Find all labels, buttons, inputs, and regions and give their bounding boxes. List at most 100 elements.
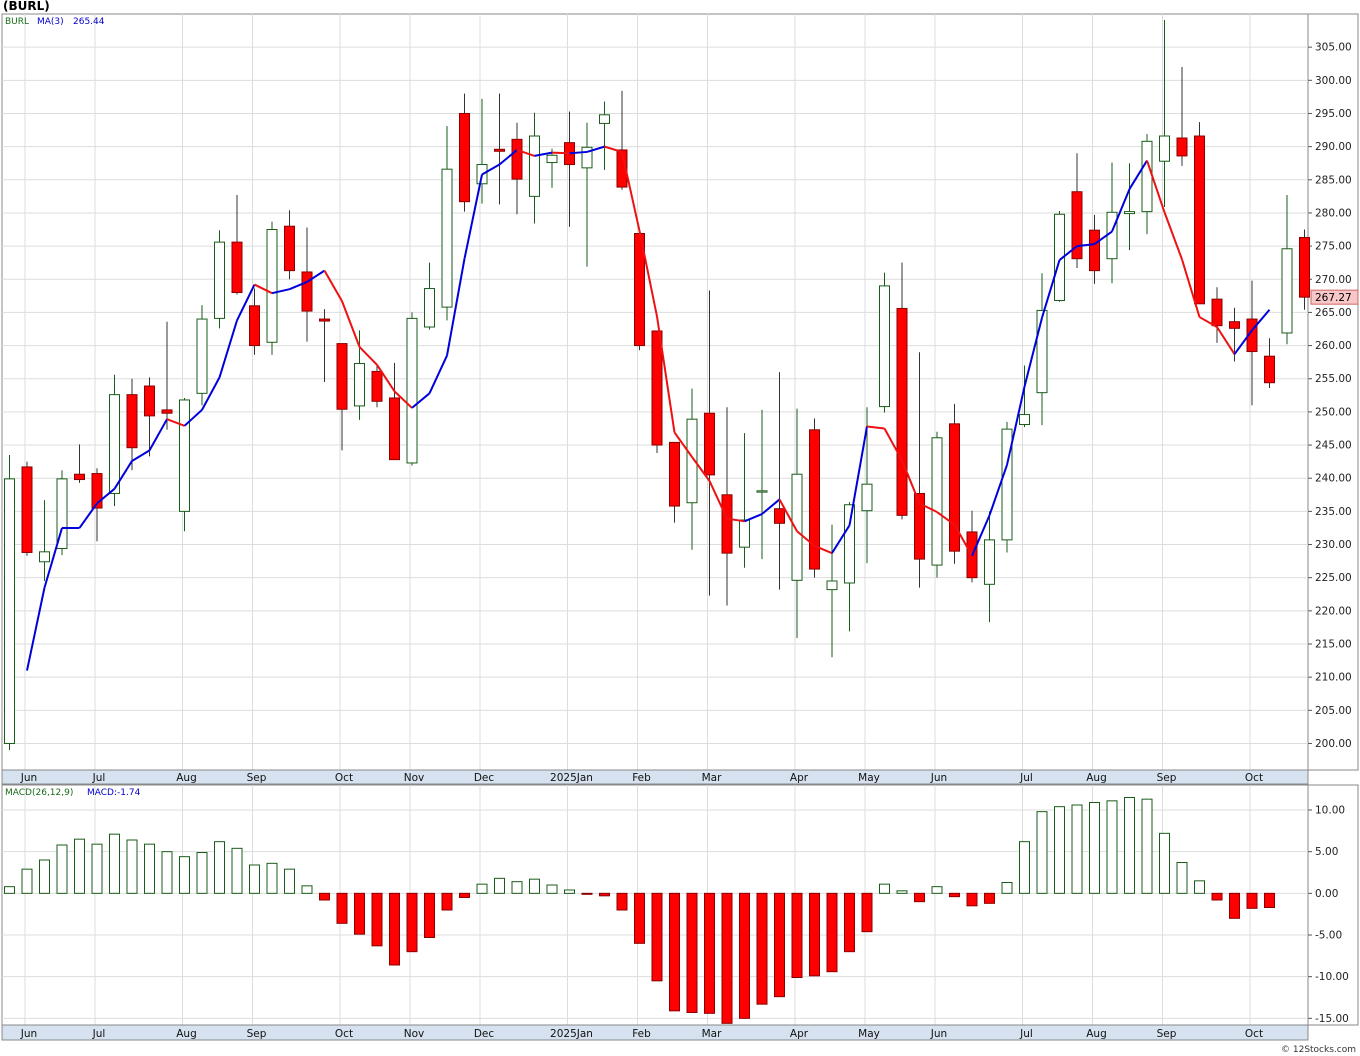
- price-tick-label: 215.00: [1315, 639, 1352, 651]
- candle-body: [494, 148, 505, 152]
- candle-body: [91, 473, 103, 509]
- macd-bar: [966, 892, 978, 907]
- price-tick-label: 235.00: [1315, 506, 1352, 518]
- macd-bar: [756, 892, 768, 1005]
- candle-body: [1299, 236, 1310, 298]
- ma3-segment: [551, 151, 570, 155]
- ma3-segment: [883, 427, 903, 461]
- legend-macd-label: MACD(26,12,9): [5, 788, 73, 798]
- ma3-segment: [744, 513, 763, 523]
- macd-bar: [1229, 892, 1240, 919]
- macd-bar: [354, 892, 365, 935]
- ma3-segment: [1163, 211, 1183, 260]
- macd-bar: [774, 892, 785, 998]
- ma3-segment: [481, 163, 500, 176]
- candle-body: [301, 271, 313, 312]
- macd-bar: [196, 852, 208, 894]
- ma3-segment: [796, 530, 816, 547]
- macd-bar: [424, 892, 435, 938]
- macd-bar: [4, 886, 15, 894]
- ma3-segment: [376, 364, 396, 392]
- candle-body: [144, 385, 155, 417]
- candle-body: [459, 112, 470, 203]
- candle-body: [686, 418, 698, 504]
- candle-body: [616, 149, 628, 188]
- candle-body: [739, 519, 750, 548]
- candle-body: [896, 307, 908, 516]
- macd-bar: [179, 856, 190, 894]
- macd-bar: [599, 892, 610, 897]
- ma3-segment: [463, 174, 483, 259]
- macd-bar: [896, 890, 908, 894]
- price-date-label: Feb: [632, 772, 651, 784]
- ma3-segment: [131, 449, 151, 462]
- ma3-segment: [901, 459, 921, 504]
- macd-bar: [301, 885, 313, 894]
- macd-date-label: Oct: [335, 1028, 353, 1040]
- macd-date-label: Aug: [176, 1028, 197, 1040]
- candle-body: [424, 288, 435, 328]
- macd-date-label: Sep: [1157, 1028, 1177, 1040]
- ma3-segment: [446, 258, 466, 356]
- price-date-band: [1, 769, 1309, 785]
- price-tick-label: 300.00: [1315, 75, 1352, 87]
- ma3-segment: [393, 390, 413, 409]
- ma3-segment: [778, 498, 798, 532]
- macd-date-label: Nov: [404, 1028, 425, 1040]
- ma3-segment: [1023, 317, 1043, 387]
- ma3-segment: [971, 514, 991, 557]
- ma3-segment: [1128, 160, 1148, 190]
- candle-body: [809, 429, 820, 570]
- macd-bar: [266, 862, 278, 894]
- ma3-segment: [534, 151, 553, 157]
- macd-bar: [284, 868, 295, 894]
- price-tick-label: 295.00: [1315, 108, 1352, 120]
- macd-axis-frame: [1307, 784, 1359, 1026]
- ma3-segment: [866, 425, 885, 430]
- ma3-segment: [708, 480, 728, 520]
- last-price-tag: 267.27: [1315, 292, 1352, 304]
- ma3-segment: [1233, 329, 1253, 355]
- macd-date-label: Oct: [1245, 1028, 1263, 1040]
- candle-body: [756, 490, 768, 493]
- candle-body: [1124, 211, 1135, 215]
- ma3-segment: [1146, 160, 1166, 213]
- macd-bar: [441, 892, 453, 911]
- ma3-segment: [919, 502, 938, 513]
- last-price-tag-box: [1310, 289, 1359, 305]
- ma3-segment: [1181, 259, 1201, 318]
- price-date-label: Nov: [404, 772, 425, 784]
- candle-body: [861, 483, 873, 512]
- macd-bar: [1194, 880, 1205, 894]
- macd-bar: [56, 844, 68, 894]
- candle-body: [1089, 229, 1100, 272]
- candle-body: [1054, 213, 1065, 301]
- macd-bar: [826, 892, 838, 973]
- candle-body: [336, 343, 348, 410]
- candle-body: [1001, 428, 1013, 541]
- macd-bar: [1124, 797, 1135, 894]
- macd-date-band: [1, 1024, 1309, 1041]
- price-tick-label: 305.00: [1315, 42, 1352, 54]
- candle-body: [914, 492, 925, 560]
- price-tick-label: 240.00: [1315, 473, 1352, 485]
- candle-body: [231, 241, 243, 294]
- macd-tick-label: 0.00: [1315, 888, 1338, 900]
- candle-body: [284, 225, 295, 272]
- price-tick-label: 270.00: [1315, 274, 1352, 286]
- macd-bar: [144, 843, 155, 894]
- macd-bar: [616, 892, 628, 911]
- ma3-segment: [1041, 259, 1061, 319]
- macd-bar: [704, 892, 715, 1014]
- candle-body: [74, 473, 85, 481]
- ma3-segment: [26, 587, 46, 671]
- ma3-segment: [78, 502, 98, 529]
- price-date-label: Jul: [92, 772, 106, 784]
- ma3-segment: [726, 517, 745, 523]
- macd-bar: [1159, 832, 1170, 894]
- ma3-segment: [1199, 316, 1218, 328]
- price-date-label: Oct: [1245, 772, 1263, 784]
- macd-bar: [1001, 882, 1013, 894]
- macd-tick-label: -15.00: [1315, 1013, 1349, 1025]
